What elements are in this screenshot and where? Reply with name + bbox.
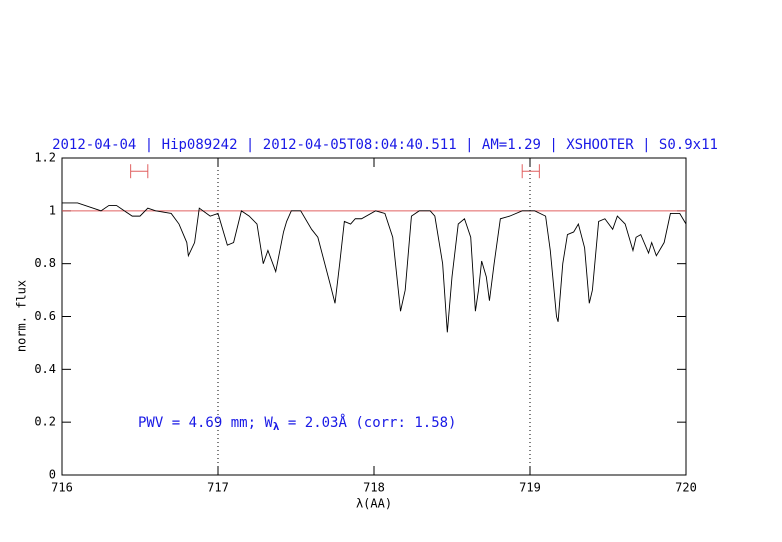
y-tick-label: 0.4 [34,362,56,376]
y-tick-label: 1 [49,203,56,217]
y-tick-label: 0.8 [34,256,56,270]
x-tick-label: 719 [519,481,541,495]
y-tick-label: 0 [49,468,56,482]
annotation: PWV = 4.69 mm; Wλ = 2.03Å (corr: 1.58) [138,414,457,433]
annotation-part: PWV = 4.69 mm; W [138,415,273,431]
annotation-part: = 2.03Å (corr: 1.58) [279,414,456,431]
spectrum-line [62,202,687,333]
x-tick-label: 718 [363,481,385,495]
x-axis-label: λ(AA) [356,497,392,511]
x-tick-label: 716 [51,481,73,495]
y-tick-label: 1.2 [34,151,56,165]
x-tick-label: 717 [207,481,229,495]
x-tick-label: 720 [675,481,697,495]
y-axis-label: norm. flux [15,280,29,352]
y-tick-label: 0.2 [34,415,56,429]
annotation-part: λ [273,420,280,433]
chart-title: 2012-04-04 | Hip089242 | 2012-04-05T08:0… [52,137,718,153]
y-tick-label: 0.6 [34,309,56,323]
